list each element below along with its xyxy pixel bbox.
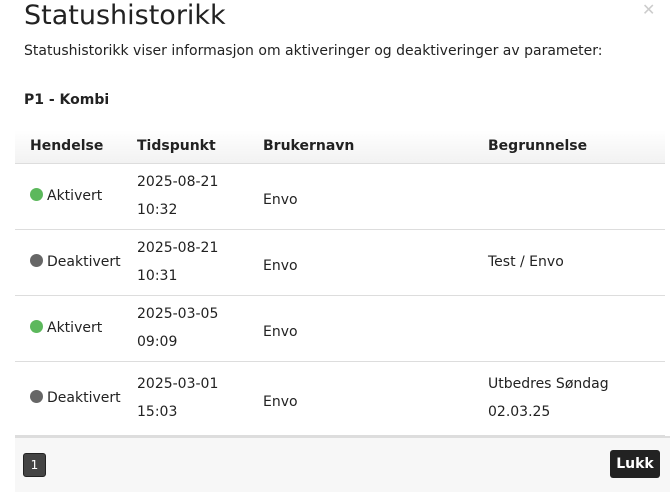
reason-cell: Test / Envo bbox=[488, 248, 564, 276]
time: 10:32 bbox=[137, 202, 178, 218]
event-cell: Aktivert bbox=[30, 182, 102, 210]
header-begrunnelse: Begrunnelse bbox=[488, 138, 588, 154]
table-row: Aktivert 2025-08-21 10:32 Envo bbox=[15, 163, 665, 230]
time-cell: 2025-03-01 15:03 bbox=[137, 370, 218, 426]
reason: Utbedres Søndag bbox=[488, 376, 609, 392]
event-label: Deaktivert bbox=[47, 254, 121, 270]
date: 2025-03-01 bbox=[137, 376, 219, 392]
status-dot-icon bbox=[30, 188, 43, 201]
close-icon[interactable]: ✕ bbox=[642, 0, 656, 19]
time: 09:09 bbox=[137, 334, 178, 350]
header-tidspunkt: Tidspunkt bbox=[137, 138, 216, 154]
date: 2025-08-21 bbox=[137, 240, 219, 256]
event-cell: Deaktivert bbox=[30, 248, 121, 276]
status-dot-icon bbox=[30, 320, 43, 333]
date: 2025-08-21 bbox=[137, 174, 219, 190]
user-cell: Envo bbox=[263, 192, 298, 208]
table-header: Hendelse Tidspunkt Brukernavn Begrunnels… bbox=[15, 130, 665, 164]
reason-line2: 02.03.25 bbox=[488, 404, 551, 420]
event-label: Aktivert bbox=[47, 188, 103, 204]
time: 15:03 bbox=[137, 404, 178, 420]
user-cell: Envo bbox=[263, 324, 298, 340]
user-cell: Envo bbox=[263, 258, 298, 274]
status-dot-icon bbox=[30, 390, 43, 403]
event-cell: Aktivert bbox=[30, 314, 102, 342]
dialog-description: Statushistorikk viser informasjon om akt… bbox=[24, 43, 603, 59]
table-row: Deaktivert 2025-03-01 15:03 Envo Utbedres… bbox=[15, 361, 665, 436]
reason-cell: Utbedres Søndag 02.03.25 bbox=[488, 370, 609, 426]
time-cell: 2025-08-21 10:32 bbox=[137, 168, 218, 224]
page-1-button[interactable]: 1 bbox=[23, 453, 46, 477]
close-button[interactable]: Lukk bbox=[610, 450, 660, 478]
time: 10:31 bbox=[137, 268, 178, 284]
user-cell: Envo bbox=[263, 394, 298, 410]
dialog-title: Statushistorikk bbox=[24, 0, 226, 31]
table-row: Aktivert 2025-03-05 09:09 Envo bbox=[15, 295, 665, 362]
time-cell: 2025-08-21 10:31 bbox=[137, 234, 218, 290]
event-label: Deaktivert bbox=[47, 390, 121, 406]
header-brukernavn: Brukernavn bbox=[263, 138, 355, 154]
event-cell: Deaktivert bbox=[30, 384, 121, 412]
parameter-name: P1 - Kombi bbox=[24, 92, 110, 108]
dialog-footer: 1 Lukk bbox=[15, 436, 670, 492]
status-dot-icon bbox=[30, 254, 43, 267]
date: 2025-03-05 bbox=[137, 306, 219, 322]
reason: Test / Envo bbox=[488, 254, 564, 270]
header-hendelse: Hendelse bbox=[30, 138, 104, 154]
time-cell: 2025-03-05 09:09 bbox=[137, 300, 218, 356]
event-label: Aktivert bbox=[47, 320, 103, 336]
table-row: Deaktivert 2025-08-21 10:31 Envo Test / E… bbox=[15, 229, 665, 296]
